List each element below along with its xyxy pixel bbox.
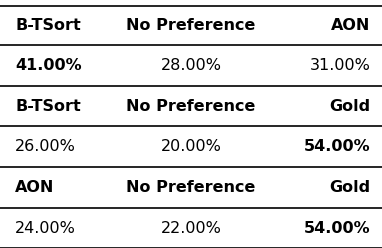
Text: 20.00%: 20.00% [160, 139, 222, 155]
Text: 22.00%: 22.00% [160, 221, 222, 236]
Text: Gold: Gold [329, 180, 371, 195]
Text: 26.00%: 26.00% [15, 139, 76, 155]
Text: B-TSort: B-TSort [15, 18, 81, 33]
Text: AON: AON [331, 18, 371, 33]
Text: AON: AON [15, 180, 55, 195]
Text: 54.00%: 54.00% [304, 221, 371, 236]
Text: No Preference: No Preference [126, 18, 256, 33]
Text: No Preference: No Preference [126, 180, 256, 195]
Text: Gold: Gold [329, 98, 371, 114]
Text: 24.00%: 24.00% [15, 221, 76, 236]
Text: 28.00%: 28.00% [160, 58, 222, 73]
Text: 54.00%: 54.00% [304, 139, 371, 155]
Text: No Preference: No Preference [126, 98, 256, 114]
Text: 31.00%: 31.00% [310, 58, 371, 73]
Text: 41.00%: 41.00% [15, 58, 82, 73]
Text: B-TSort: B-TSort [15, 98, 81, 114]
